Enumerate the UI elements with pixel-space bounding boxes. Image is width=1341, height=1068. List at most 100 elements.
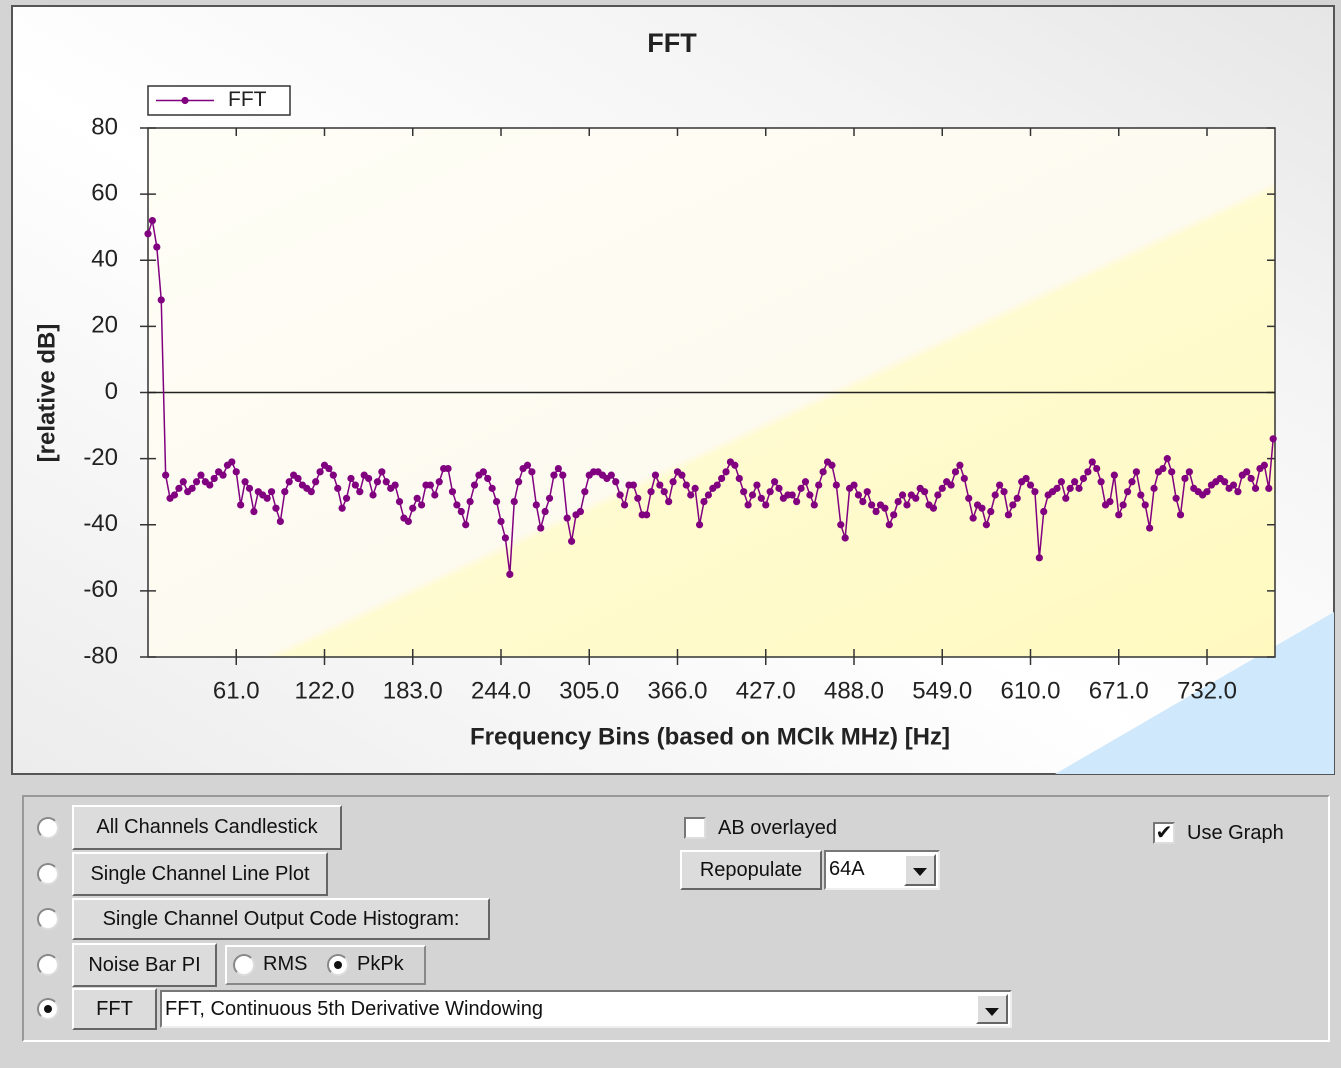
noise-option-label[interactable]: PkPk xyxy=(357,953,404,975)
data-point xyxy=(1234,488,1242,496)
data-point xyxy=(722,468,730,476)
data-point xyxy=(316,468,324,476)
mode-button[interactable]: All Channels Candlestick xyxy=(72,805,342,850)
noise-group xyxy=(225,945,426,985)
data-point xyxy=(334,484,342,492)
data-point xyxy=(1053,484,1061,492)
data-point xyxy=(1000,488,1008,496)
data-point xyxy=(1123,488,1132,496)
data-point xyxy=(1247,474,1255,483)
checkbox-label[interactable]: Use Graph xyxy=(1187,822,1284,844)
data-point xyxy=(775,484,783,492)
mode-button[interactable]: Single Channel Line Plot xyxy=(72,852,328,896)
data-point xyxy=(682,481,690,489)
data-point xyxy=(523,461,532,469)
data-point xyxy=(431,491,439,499)
data-point xyxy=(237,501,245,509)
channel-select[interactable]: 64A xyxy=(824,850,940,890)
data-point xyxy=(691,484,699,492)
data-point xyxy=(444,464,452,473)
dropdown-arrow[interactable] xyxy=(904,854,936,886)
x-tick-label: 610.0 xyxy=(1000,677,1060,704)
data-point xyxy=(969,514,977,522)
data-point xyxy=(991,491,999,499)
data-point xyxy=(753,481,761,489)
data-point xyxy=(395,498,404,506)
radio-button[interactable] xyxy=(37,863,59,885)
data-point xyxy=(581,488,589,496)
x-tick-label: 671.0 xyxy=(1089,677,1149,704)
checkbox[interactable]: ✔ xyxy=(1153,822,1175,844)
data-point xyxy=(241,478,249,486)
data-point xyxy=(629,481,637,489)
radio-button[interactable] xyxy=(37,998,59,1020)
data-point xyxy=(148,216,157,225)
data-point xyxy=(170,491,179,499)
data-point xyxy=(832,481,840,489)
x-tick-label: 427.0 xyxy=(736,677,796,704)
data-point xyxy=(934,491,942,499)
data-point xyxy=(325,464,333,473)
data-point xyxy=(528,468,536,476)
data-point xyxy=(232,468,240,476)
data-point xyxy=(206,481,214,489)
data-point xyxy=(1132,468,1141,476)
data-point xyxy=(815,481,823,489)
noise-option-label[interactable]: RMS xyxy=(263,953,308,975)
data-point xyxy=(1110,471,1118,479)
radio-button[interactable] xyxy=(327,954,349,976)
data-point xyxy=(1181,474,1189,483)
checkbox-label[interactable]: AB overlayed xyxy=(718,817,837,839)
data-point xyxy=(426,481,435,489)
data-point xyxy=(510,498,518,506)
data-point xyxy=(312,478,320,486)
mode-button[interactable]: Noise Bar PI xyxy=(72,943,217,987)
data-point xyxy=(1159,464,1167,473)
data-point xyxy=(285,478,293,486)
radio-button[interactable] xyxy=(37,816,59,839)
data-point xyxy=(660,488,668,496)
y-tick-label: 60 xyxy=(91,179,118,206)
repopulate-button[interactable]: Repopulate xyxy=(680,850,822,890)
y-tick-label: -60 xyxy=(83,576,118,603)
checkbox[interactable] xyxy=(684,817,706,839)
dropdown-arrow[interactable] xyxy=(976,994,1008,1024)
data-point xyxy=(1026,481,1035,489)
data-point xyxy=(656,481,664,489)
data-point xyxy=(484,474,492,483)
data-point xyxy=(1185,468,1193,476)
data-point xyxy=(1071,478,1079,486)
legend-label: FFT xyxy=(228,88,267,111)
radio-button[interactable] xyxy=(37,908,59,930)
radio-button[interactable] xyxy=(233,954,255,976)
legend-marker xyxy=(181,96,189,105)
window-select[interactable]: FFT, Continuous 5th Derivative Windowing xyxy=(160,990,1012,1028)
data-point xyxy=(762,501,770,509)
data-point xyxy=(563,514,571,522)
data-point xyxy=(1168,468,1176,476)
data-point xyxy=(413,494,421,502)
data-point xyxy=(391,481,399,489)
data-point xyxy=(1075,484,1083,492)
data-point xyxy=(612,478,620,486)
y-tick-label: 40 xyxy=(91,246,118,273)
data-point xyxy=(1040,507,1048,516)
data-point xyxy=(643,511,651,519)
data-point xyxy=(1146,524,1154,532)
data-point xyxy=(850,481,858,489)
chart: FFT Frequency Bins (based on MClk MHz) [… xyxy=(11,5,1335,775)
x-tick-label: 549.0 xyxy=(912,677,972,704)
mode-button[interactable]: Single Channel Output Code Histogram: xyxy=(72,898,490,940)
radio-button[interactable] xyxy=(37,954,59,976)
data-point xyxy=(1004,511,1013,519)
mode-button[interactable]: FFT xyxy=(72,988,157,1030)
data-point xyxy=(382,478,390,486)
data-point xyxy=(1243,468,1251,476)
data-point xyxy=(1013,494,1021,502)
data-point xyxy=(1009,501,1017,509)
data-point xyxy=(554,464,562,473)
data-point xyxy=(197,471,205,479)
data-point xyxy=(515,478,523,486)
data-point xyxy=(1097,478,1105,486)
data-point xyxy=(1221,478,1229,486)
